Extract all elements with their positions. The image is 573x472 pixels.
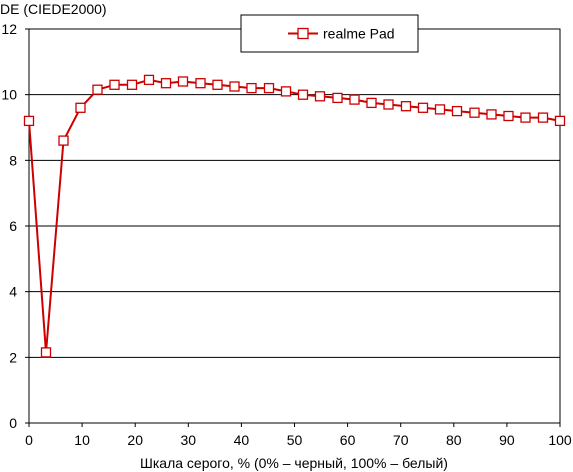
- x-axis-title: Шкала серого, % (0% – черный, 100% – бел…: [140, 455, 448, 471]
- y-axis-title: DE (CIEDE2000): [0, 1, 107, 17]
- x-tick-label: 60: [340, 432, 356, 448]
- data-point: [212, 79, 223, 90]
- legend-label: realme Pad: [323, 26, 395, 42]
- x-tick-label: 0: [25, 432, 33, 448]
- data-point: [486, 109, 497, 120]
- data-point: [229, 81, 240, 92]
- data-point: [246, 82, 257, 94]
- data-point: [160, 78, 172, 89]
- legend-square-marker-icon: [297, 27, 309, 40]
- legend-box: [240, 14, 419, 53]
- y-axis-ticks: 0 2 4 6 8 10 12: [1, 21, 29, 431]
- y-tick-label: 2: [9, 349, 17, 365]
- data-point: [314, 91, 326, 102]
- data-point: [177, 76, 189, 87]
- data-point: [537, 112, 549, 123]
- x-tick-label: 20: [127, 432, 143, 448]
- data-point: [469, 107, 480, 118]
- x-tick-label: 40: [234, 432, 250, 448]
- x-tick-label: 50: [287, 432, 303, 448]
- x-tick-label: 30: [181, 432, 197, 448]
- x-axis-ticks: 0 10 20 30 40 50 60 70 80 90 100: [25, 423, 572, 448]
- data-point: [383, 99, 394, 110]
- data-point: [92, 84, 103, 95]
- data-point: [126, 79, 138, 90]
- data-point: [263, 82, 275, 94]
- series-line-0: [28, 78, 561, 354]
- y-tick-label: 8: [9, 152, 17, 168]
- x-tick-label: 100: [548, 432, 572, 448]
- data-point: [297, 89, 309, 100]
- series-layer: [23, 74, 566, 358]
- y-tick-label: 0: [9, 415, 17, 431]
- data-point: [451, 105, 463, 117]
- data-point: [58, 135, 69, 146]
- y-tick-label: 6: [9, 218, 17, 234]
- gridlines: [29, 94, 560, 358]
- y-tick-label: 12: [1, 21, 17, 37]
- legend: realme Pad: [240, 14, 419, 53]
- x-tick-label: 10: [74, 432, 90, 448]
- data-point: [332, 92, 343, 104]
- data-point: [109, 79, 120, 90]
- x-tick-label: 80: [446, 432, 462, 448]
- data-point: [417, 102, 429, 113]
- data-point: [400, 101, 412, 112]
- data-point: [554, 115, 566, 127]
- data-point: [23, 115, 35, 127]
- data-point: [280, 86, 292, 97]
- x-tick-label: 90: [499, 432, 515, 448]
- data-point: [195, 78, 206, 89]
- data-point: [366, 97, 377, 109]
- data-point: [520, 112, 531, 123]
- x-tick-label: 70: [393, 432, 409, 448]
- y-tick-label: 10: [1, 87, 17, 103]
- data-point: [503, 110, 514, 122]
- y-tick-label: 4: [9, 284, 17, 300]
- data-point: [75, 102, 86, 113]
- data-point: [434, 104, 446, 115]
- data-point: [143, 74, 155, 86]
- data-point: [349, 94, 360, 105]
- data-point: [40, 347, 52, 358]
